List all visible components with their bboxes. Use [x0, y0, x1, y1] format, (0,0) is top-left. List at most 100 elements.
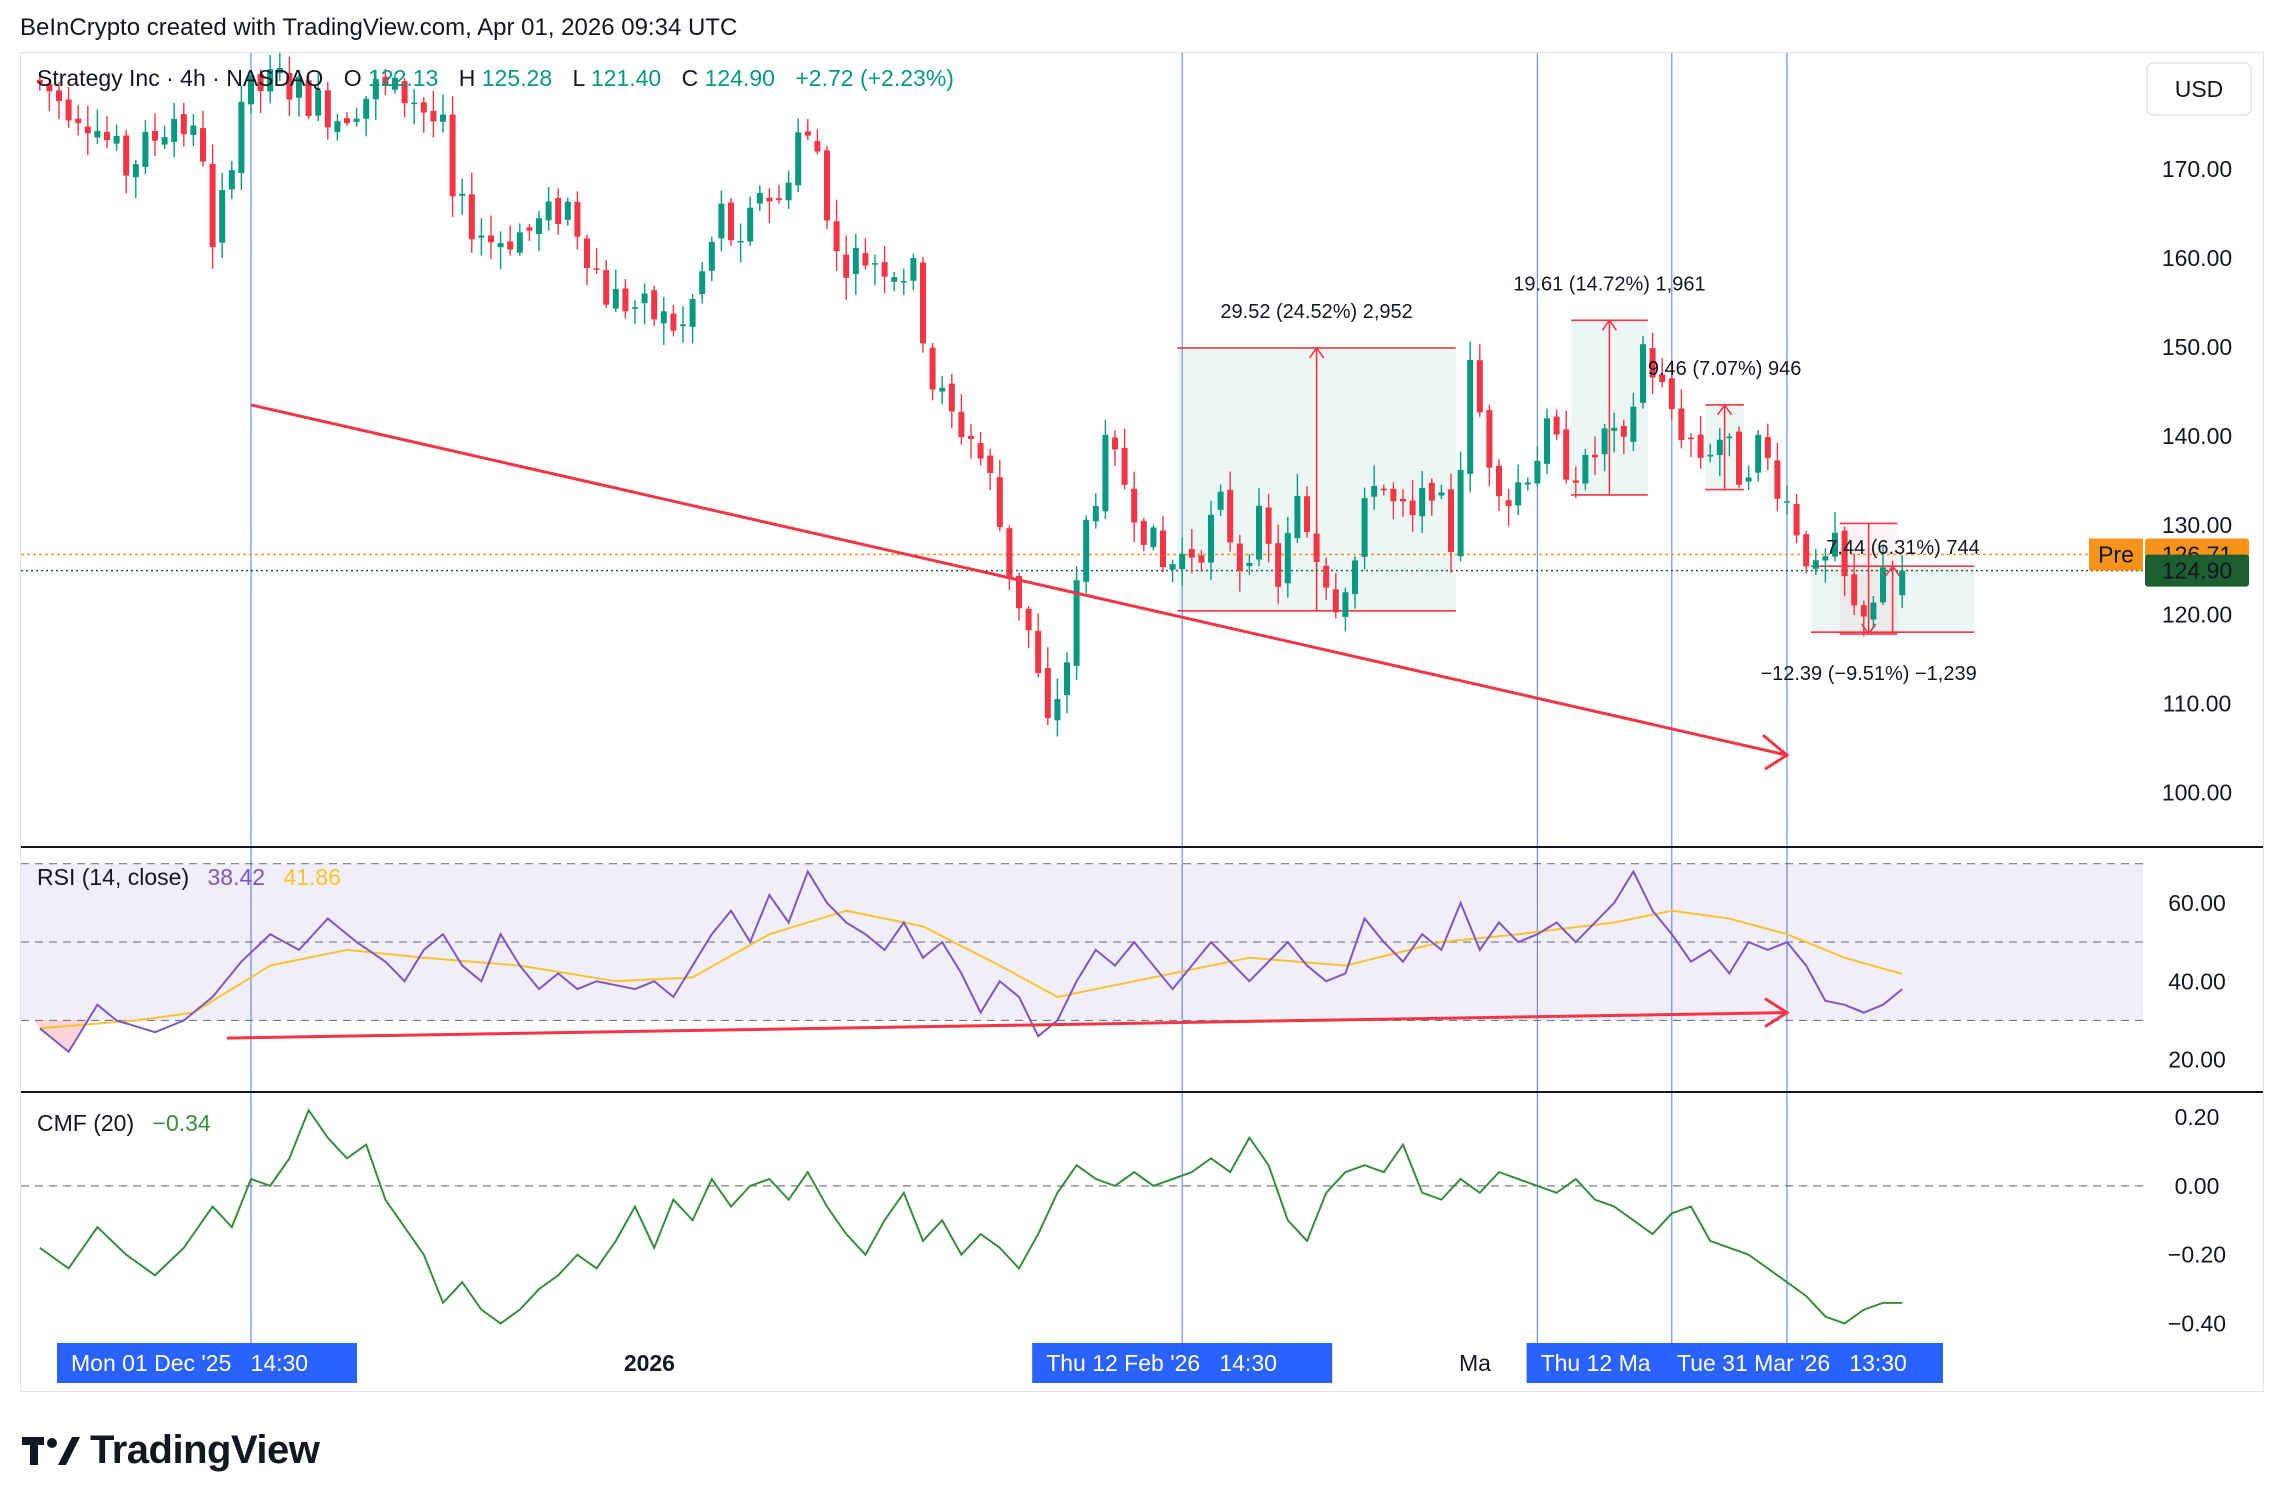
candle-body[interactable]	[1592, 454, 1598, 458]
candle-body[interactable]	[1582, 454, 1589, 484]
candle-body[interactable]	[708, 241, 715, 271]
candle-body[interactable]	[219, 190, 226, 243]
candle-body[interactable]	[94, 130, 101, 138]
candle-body[interactable]	[1505, 500, 1512, 507]
candle-body[interactable]	[1630, 406, 1637, 442]
candle-body[interactable]	[814, 140, 821, 152]
candle-body[interactable]	[862, 253, 869, 266]
currency-button[interactable]: USD	[2146, 62, 2252, 116]
candle-body[interactable]	[689, 299, 696, 327]
candle-body[interactable]	[324, 90, 331, 128]
candle-body[interactable]	[555, 197, 562, 225]
candle-body[interactable]	[478, 235, 485, 238]
candle-body[interactable]	[526, 227, 533, 231]
candle-body[interactable]	[968, 435, 974, 439]
candle-body[interactable]	[142, 132, 149, 167]
candle-body[interactable]	[1841, 530, 1848, 577]
candle-body[interactable]	[852, 247, 859, 275]
candle-body[interactable]	[1275, 543, 1282, 587]
candle-body[interactable]	[1304, 496, 1310, 533]
candle-body[interactable]	[344, 118, 350, 124]
candle-body[interactable]	[872, 263, 878, 265]
candle-body[interactable]	[488, 235, 494, 243]
candle-body[interactable]	[1438, 492, 1445, 496]
candle-body[interactable]	[123, 135, 130, 176]
candle-body[interactable]	[1236, 543, 1243, 571]
candle-body[interactable]	[1428, 482, 1435, 501]
candle-body[interactable]	[84, 126, 91, 134]
candle-body[interactable]	[36, 79, 43, 84]
candle-body[interactable]	[1044, 668, 1051, 719]
candle-body[interactable]	[1025, 608, 1032, 631]
candle-body[interactable]	[363, 98, 370, 119]
candle-body[interactable]	[958, 411, 965, 438]
candle-body[interactable]	[238, 101, 245, 174]
candle-body[interactable]	[56, 90, 62, 102]
candle-body[interactable]	[910, 257, 917, 281]
candle-body[interactable]	[1716, 439, 1723, 456]
candle-body[interactable]	[900, 281, 907, 283]
candle-body[interactable]	[507, 241, 514, 250]
candle-body[interactable]	[1409, 500, 1416, 516]
resistance-trendline[interactable]	[250, 403, 1788, 757]
candle-body[interactable]	[641, 293, 648, 304]
candle-body[interactable]	[449, 114, 456, 197]
candle-body[interactable]	[1332, 589, 1339, 613]
candle-body[interactable]	[1889, 568, 1896, 570]
candle-body[interactable]	[1851, 574, 1858, 606]
price-axis[interactable]: 170.00 160.00 150.00 140.00 130.00 120.00 110.…	[2162, 156, 2232, 806]
candle-body[interactable]	[1563, 429, 1570, 480]
candle-body[interactable]	[171, 118, 178, 142]
candle-body[interactable]	[1227, 489, 1234, 543]
candle-body[interactable]	[574, 201, 581, 237]
candle-body[interactable]	[1342, 592, 1349, 617]
candle-body[interactable]	[1822, 556, 1829, 561]
candle-body[interactable]	[1102, 434, 1109, 512]
candle-body[interactable]	[1774, 460, 1781, 499]
candle-body[interactable]	[804, 131, 811, 136]
candle-body[interactable]	[1265, 507, 1272, 544]
candle-body[interactable]	[680, 324, 686, 327]
candle-body[interactable]	[632, 307, 638, 309]
candle-body[interactable]	[257, 73, 264, 92]
candle-body[interactable]	[46, 83, 53, 92]
candle-body[interactable]	[401, 81, 408, 104]
candle-body[interactable]	[65, 99, 72, 121]
candle-body[interactable]	[1726, 436, 1733, 439]
candle-body[interactable]	[1524, 482, 1531, 485]
cmf-axis[interactable]: 0.20 0.00 −0.20 −0.40	[2168, 1104, 2226, 1336]
candle-body[interactable]	[430, 110, 437, 122]
candle-body[interactable]	[104, 131, 110, 141]
candle-body[interactable]	[1256, 505, 1262, 560]
candle-body[interactable]	[1899, 570, 1906, 596]
candle-body[interactable]	[1812, 560, 1819, 569]
candle-body[interactable]	[670, 313, 677, 331]
candle-body[interactable]	[718, 203, 725, 239]
candle-body[interactable]	[1092, 506, 1099, 522]
candle-body[interactable]	[584, 238, 590, 268]
candle-body[interactable]	[1534, 460, 1541, 484]
candle-body[interactable]	[459, 193, 466, 196]
candle-body[interactable]	[1179, 553, 1186, 570]
candle-body[interactable]	[516, 232, 523, 253]
candle-body[interactable]	[180, 114, 187, 135]
candle-body[interactable]	[1611, 427, 1618, 431]
candle-body[interactable]	[1448, 489, 1454, 552]
candle-body[interactable]	[1486, 409, 1493, 468]
candle-body[interactable]	[1688, 437, 1694, 440]
candle-body[interactable]	[276, 67, 283, 74]
candle-body[interactable]	[1313, 533, 1320, 562]
trendline-layer[interactable]	[250, 403, 1790, 771]
candle-body[interactable]	[411, 102, 418, 104]
candle-body[interactable]	[603, 270, 610, 305]
chart-canvas[interactable]: Strategy Inc · 4h · NASDAQ O 122.13 H 12…	[21, 53, 2263, 1391]
candle-body[interactable]	[1371, 485, 1378, 497]
candle-body[interactable]	[1294, 495, 1301, 539]
candle-body[interactable]	[296, 76, 302, 98]
candle-body[interactable]	[699, 271, 706, 295]
candle-body[interactable]	[1352, 560, 1358, 595]
candle-body[interactable]	[987, 455, 994, 473]
candle-body[interactable]	[1707, 454, 1714, 457]
tradingview-logo[interactable]: TradingView	[22, 1428, 320, 1473]
candle-body[interactable]	[929, 347, 936, 390]
